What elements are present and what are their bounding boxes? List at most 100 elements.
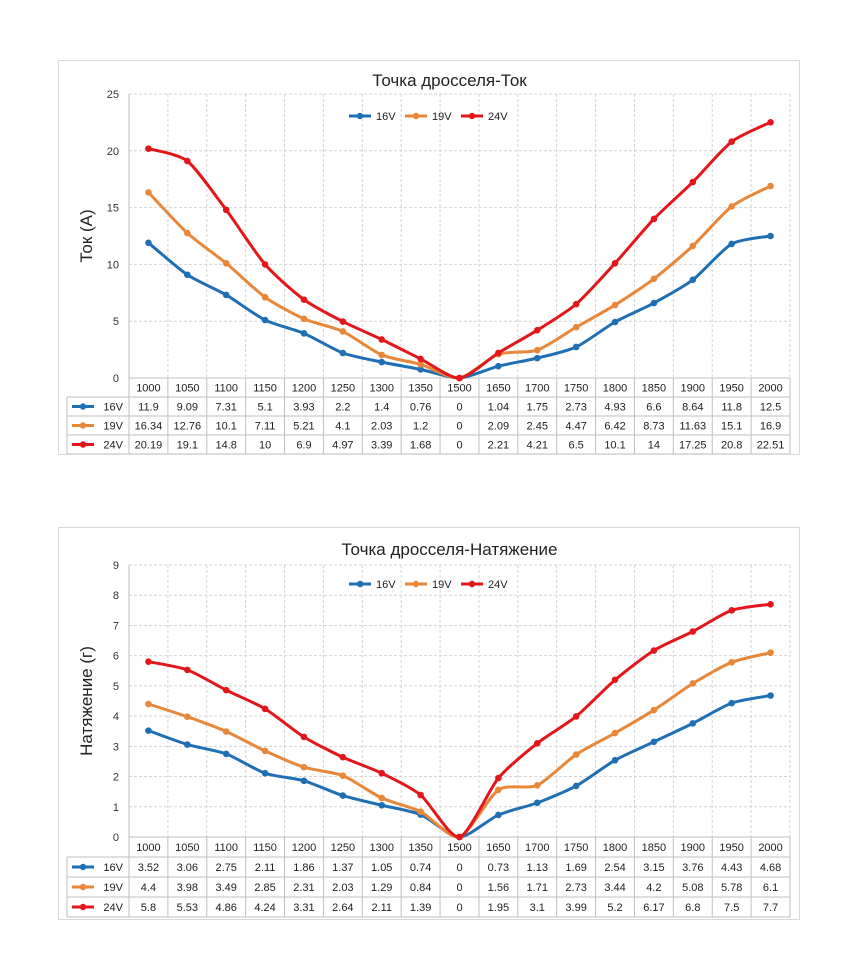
data-point-19V	[222, 728, 230, 735]
x-tick-label: 1950	[719, 842, 743, 854]
x-tick-label: 1050	[175, 842, 199, 854]
data-point-24V	[767, 600, 774, 608]
data-point-19V	[339, 328, 347, 335]
table-cell-value: 5.21	[293, 421, 314, 433]
data-point-24V	[339, 753, 347, 761]
y-tick-label: 3	[113, 741, 119, 753]
table-cell-value: 1.86	[293, 862, 314, 874]
table-cell-value: 10.1	[215, 421, 236, 433]
y-tick-label: 20	[107, 146, 119, 158]
table-cell-value: 7.7	[763, 902, 778, 914]
table-cell-value: 1.69	[565, 862, 586, 874]
data-point-24V	[728, 138, 735, 146]
data-point-16V	[378, 358, 386, 366]
table-cell-value: 6.6	[646, 402, 661, 414]
data-point-19V	[261, 293, 269, 301]
data-point-16V	[611, 756, 619, 764]
data-point-19V	[767, 182, 774, 190]
table-series-name: 24V	[103, 440, 123, 452]
data-point-24V	[378, 769, 386, 777]
x-tick-label: 1100	[214, 842, 238, 854]
table-cell-value: 1.4	[374, 402, 389, 414]
chart-title: Точка дросселя-Натяжение	[341, 540, 557, 559]
table-series-name: 24V	[103, 902, 123, 914]
y-tick-label: 2	[113, 772, 119, 784]
y-axis-title: Ток (А)	[77, 209, 96, 262]
data-point-16V	[222, 291, 230, 299]
table-cell-value: 5.78	[721, 882, 742, 894]
x-tick-label: 1950	[719, 383, 743, 395]
data-point-24V	[261, 705, 269, 713]
data-point-16V	[495, 811, 502, 819]
data-point-16V	[339, 349, 347, 357]
table-cell-value: 3.49	[215, 882, 236, 894]
data-point-24V	[184, 157, 191, 165]
x-tick-label: 1100	[214, 383, 238, 395]
x-tick-label: 1200	[292, 842, 316, 854]
data-point-19V	[767, 649, 774, 656]
x-tick-label: 1800	[603, 842, 627, 854]
table-cell-value: 8.73	[643, 421, 664, 433]
table-cell-value: 0	[456, 882, 462, 894]
table-cell-value: 10	[259, 440, 271, 452]
legend-swatch-marker	[412, 112, 420, 120]
table-series-marker	[79, 441, 87, 448]
table-cell-value: 12.76	[174, 421, 202, 433]
data-point-24V	[689, 178, 697, 186]
x-tick-label: 1500	[447, 383, 471, 395]
data-point-16V	[261, 316, 269, 324]
data-point-19V	[184, 713, 191, 721]
table-cell-value: 1.95	[488, 902, 509, 914]
table-cell-value: 6.42	[604, 421, 625, 433]
table-cell-value: 2.11	[371, 902, 392, 914]
data-point-16V	[222, 750, 230, 758]
data-point-16V	[689, 276, 697, 284]
series-line-24V	[147, 120, 772, 380]
x-tick-label: 1850	[642, 842, 666, 854]
table-cell-value: 11.63	[679, 421, 706, 433]
data-point-16V	[611, 318, 619, 326]
data-point-16V	[689, 720, 697, 727]
series-line-19V	[147, 184, 772, 380]
x-tick-label: 1750	[564, 383, 588, 395]
table-cell-value: 5.2	[607, 902, 622, 914]
table-cell-value: 1.37	[332, 862, 353, 874]
data-point-16V	[145, 727, 152, 734]
data-point-19V	[184, 229, 191, 237]
x-tick-label: 1800	[603, 383, 627, 395]
data-point-16V	[300, 777, 308, 785]
data-point-16V	[767, 232, 774, 240]
table-cell-value: 0	[456, 421, 462, 433]
data-point-19V	[378, 351, 386, 359]
data-point-16V	[339, 792, 347, 799]
y-tick-label: 5	[113, 681, 119, 693]
legend-swatch-marker	[468, 112, 476, 120]
table-cell-value: 2.64	[332, 902, 353, 914]
data-point-19V	[572, 751, 580, 758]
y-tick-label: 5	[113, 316, 119, 328]
data-point-19V	[222, 259, 230, 267]
legend-swatch-marker	[412, 580, 420, 588]
legend-item: 24V	[461, 111, 508, 123]
y-axis-title: Натяжение (г)	[77, 646, 96, 756]
y-tick-label: 0	[113, 373, 119, 385]
data-point-24V	[417, 791, 424, 799]
data-point-24V	[533, 740, 541, 747]
data-point-24V	[650, 647, 658, 654]
data-point-24V	[572, 713, 580, 720]
table-cell-value: 7.11	[255, 421, 276, 433]
legend-label: 16V	[376, 579, 396, 591]
data-point-19V	[572, 323, 580, 331]
data-point-19V	[533, 346, 541, 354]
x-tick-label: 1200	[292, 383, 316, 395]
table-cell-value: 3.15	[643, 862, 664, 874]
table-cell-value: 2.31	[293, 882, 314, 894]
data-point-24V	[611, 259, 619, 267]
data-point-16V	[184, 271, 191, 279]
data-point-16V	[572, 343, 580, 351]
data-point-16V	[495, 362, 502, 370]
data-point-16V	[572, 782, 580, 790]
table-cell-value: 6.8	[685, 902, 700, 914]
x-tick-label: 1250	[331, 842, 355, 854]
table-series-marker	[79, 403, 87, 410]
